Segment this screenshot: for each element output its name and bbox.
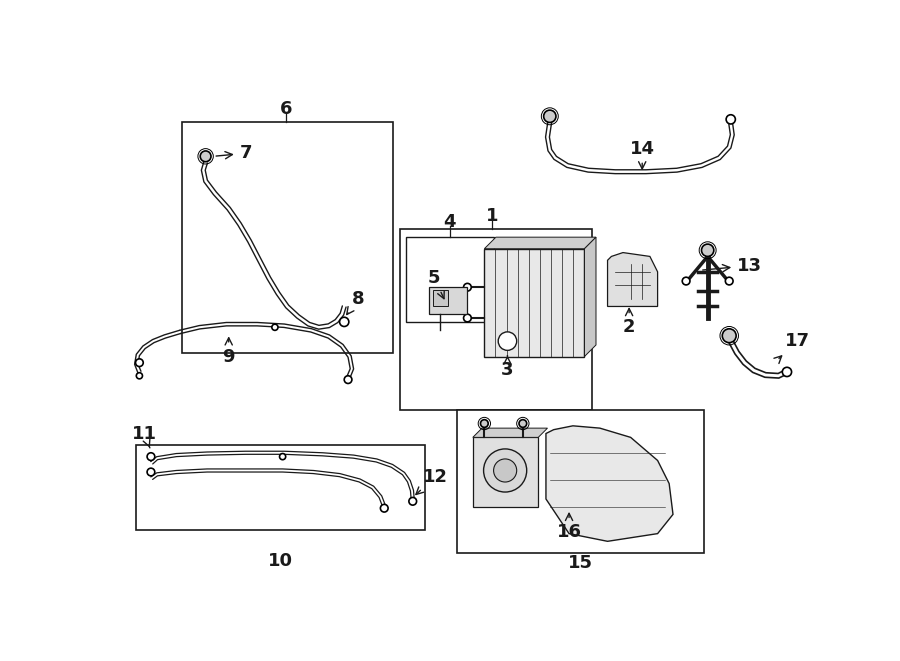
Bar bbox=[400, 229, 592, 410]
Text: 10: 10 bbox=[268, 551, 292, 570]
Circle shape bbox=[782, 368, 792, 377]
Bar bbox=[433, 290, 448, 307]
Circle shape bbox=[136, 359, 143, 367]
Text: 17: 17 bbox=[774, 332, 810, 364]
Circle shape bbox=[381, 504, 388, 512]
Circle shape bbox=[726, 115, 735, 124]
Circle shape bbox=[481, 420, 488, 428]
Circle shape bbox=[464, 314, 472, 322]
Circle shape bbox=[519, 420, 526, 428]
Bar bbox=[472, 438, 538, 507]
Circle shape bbox=[499, 332, 517, 350]
Circle shape bbox=[544, 110, 556, 122]
Circle shape bbox=[725, 277, 734, 285]
Circle shape bbox=[493, 459, 517, 482]
Text: 2: 2 bbox=[623, 309, 635, 336]
Circle shape bbox=[339, 317, 349, 327]
Polygon shape bbox=[472, 428, 547, 438]
Circle shape bbox=[136, 373, 142, 379]
Text: 5: 5 bbox=[428, 269, 445, 299]
Text: 15: 15 bbox=[568, 554, 593, 572]
Text: 9: 9 bbox=[222, 338, 235, 366]
Circle shape bbox=[682, 277, 690, 285]
Circle shape bbox=[280, 453, 285, 459]
Text: 6: 6 bbox=[279, 100, 292, 118]
Circle shape bbox=[723, 329, 736, 342]
Text: 12: 12 bbox=[416, 467, 448, 494]
Circle shape bbox=[200, 151, 211, 162]
Bar bbox=[429, 288, 467, 314]
Text: 1: 1 bbox=[486, 208, 499, 225]
Bar bbox=[136, 445, 425, 529]
Circle shape bbox=[701, 244, 714, 256]
Polygon shape bbox=[546, 426, 673, 541]
Bar bbox=[457, 410, 704, 553]
Text: 16: 16 bbox=[556, 514, 581, 541]
Text: 3: 3 bbox=[501, 356, 514, 379]
Text: 11: 11 bbox=[131, 424, 157, 448]
Circle shape bbox=[409, 498, 417, 505]
Bar bbox=[484, 249, 584, 356]
Circle shape bbox=[464, 284, 472, 291]
Text: 8: 8 bbox=[346, 290, 364, 315]
Circle shape bbox=[344, 375, 352, 383]
Circle shape bbox=[147, 468, 155, 476]
Bar bbox=[182, 122, 393, 353]
Text: 13: 13 bbox=[703, 256, 762, 275]
Circle shape bbox=[272, 324, 278, 330]
Polygon shape bbox=[584, 237, 596, 356]
Text: 14: 14 bbox=[630, 139, 654, 169]
Text: 7: 7 bbox=[216, 144, 252, 162]
Polygon shape bbox=[608, 253, 658, 307]
Circle shape bbox=[483, 449, 526, 492]
Bar bbox=[406, 237, 494, 322]
Polygon shape bbox=[484, 237, 596, 249]
Circle shape bbox=[147, 453, 155, 461]
Text: 4: 4 bbox=[444, 213, 456, 231]
